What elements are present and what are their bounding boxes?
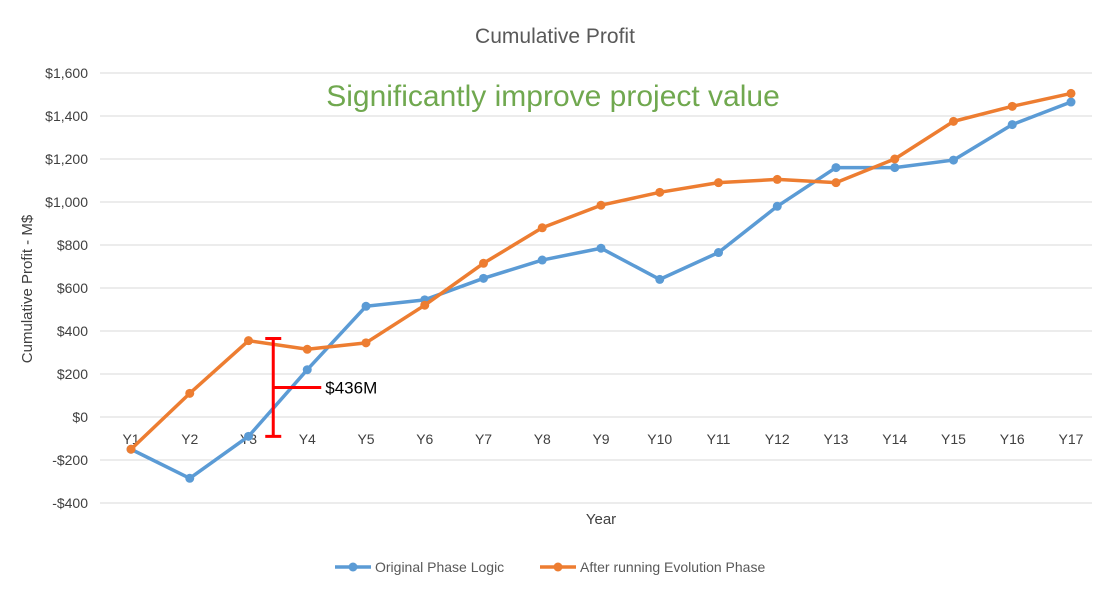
y-tick-label: -$400 [52,495,88,511]
data-point [302,365,312,375]
x-tick-label: Y15 [941,431,966,447]
data-point [244,431,253,441]
data-point [831,178,841,188]
x-tick-label: Y8 [534,431,551,447]
data-point [479,258,488,268]
y-axis-title: Cumulative Profit - M$ [19,214,36,363]
x-axis-title: Year [586,511,616,528]
data-point [890,154,900,164]
x-tick-label: Y2 [181,431,198,447]
data-point [361,338,371,348]
annotation-headline: Significantly improve project value [326,80,780,113]
x-tick-label: Y11 [707,431,731,447]
x-tick-label: Y5 [357,431,374,447]
y-tick-label: $200 [57,366,88,382]
data-point [1066,97,1076,107]
data-point [126,444,136,454]
data-point [1007,101,1017,111]
data-point [185,473,195,483]
data-point [537,223,547,233]
data-point [537,255,547,265]
data-point [949,116,958,126]
y-tick-label: $800 [57,237,88,253]
y-tick-label: $600 [57,280,88,296]
y-tick-label: $1,600 [45,65,88,81]
y-tick-label: $1,000 [45,194,88,210]
data-point [772,174,782,184]
y-tick-label: $400 [57,323,88,339]
x-tick-label: Y12 [765,431,790,447]
x-tick-label: Y4 [299,431,316,447]
data-point [949,155,958,165]
series-lines [126,88,1076,483]
difference-callout: $436M [265,337,377,438]
legend-marker-2 [553,562,563,572]
x-axis-ticks: Y1Y2Y3Y4Y5Y6Y7Y8Y9Y10Y11Y12Y13Y14Y15Y16Y… [122,431,1083,447]
data-point [890,163,900,173]
data-point [1066,88,1076,98]
y-tick-label: $0 [72,409,88,425]
y-tick-label: $1,200 [45,151,88,167]
legend-marker-1 [348,562,358,572]
x-tick-label: Y14 [882,431,907,447]
callout-label: $436M [325,378,377,397]
data-point [244,336,253,346]
data-point [655,274,665,284]
x-tick-label: Y6 [416,431,433,447]
x-tick-label: Y16 [1000,431,1025,447]
x-tick-label: Y7 [475,431,492,447]
y-axis-ticks: -$400 -$200 $0 $200 $400 $600 $800 $1,000 $1,200… [45,65,88,511]
data-point [361,301,371,311]
chart-title: Cumulative Profit [475,25,635,48]
legend-label-2: After running Evolution Phase [580,559,765,575]
y-tick-label: -$200 [52,452,88,468]
x-tick-label: Y10 [647,431,672,447]
data-point [420,300,430,310]
legend-label-1: Original Phase Logic [375,559,504,575]
data-point [714,178,723,188]
data-point [831,163,841,173]
y-tick-label: $1,400 [45,108,88,124]
legend: Original Phase Logic After running Evolut… [335,559,765,575]
data-point [596,200,606,210]
data-point [596,243,606,253]
data-point [772,201,782,211]
x-tick-label: Y17 [1059,431,1084,447]
x-tick-label: Y13 [824,431,849,447]
data-point [1007,120,1017,130]
data-point [302,344,312,354]
data-point [185,388,195,398]
x-tick-label: Y9 [592,431,609,447]
data-point [479,273,488,283]
data-point [714,248,723,258]
data-point [655,187,665,197]
